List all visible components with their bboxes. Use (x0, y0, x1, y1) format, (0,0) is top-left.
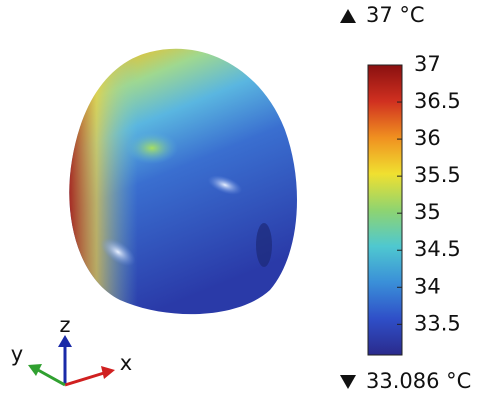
shadow (256, 223, 272, 267)
y-axis-arrow (38, 370, 65, 385)
z-label: z (59, 313, 70, 337)
colorbar-tick-label: 33.5 (414, 311, 461, 335)
max-marker (340, 9, 356, 23)
axis-triad: z x y (11, 313, 132, 385)
colorbar (368, 65, 402, 355)
x-arrow-head (101, 366, 115, 379)
min-marker (340, 375, 356, 389)
figure: 37 °C 33.086 °C z x y 33.5 34 34.5 35 35.5 36… (0, 0, 489, 396)
colorbar-tick-label: 34.5 (414, 237, 461, 261)
surface-plot (69, 49, 297, 314)
y-label: y (11, 342, 23, 366)
colorbar-tick-label: 37 (414, 52, 441, 76)
colorbar-tick-label: 34 (414, 274, 441, 298)
x-label: x (120, 351, 132, 375)
warm-spot (126, 132, 178, 164)
colorbar-tick-label: 36 (414, 126, 441, 150)
colorbar-tick-label: 36.5 (414, 89, 461, 113)
min-label: 33.086 °C (366, 369, 471, 393)
colorbar-tick-label: 35.5 (414, 163, 461, 187)
max-label: 37 °C (366, 3, 425, 27)
egg-edge (69, 49, 297, 314)
x-axis-arrow (65, 373, 104, 385)
colorbar-tick-label: 35 (414, 200, 441, 224)
